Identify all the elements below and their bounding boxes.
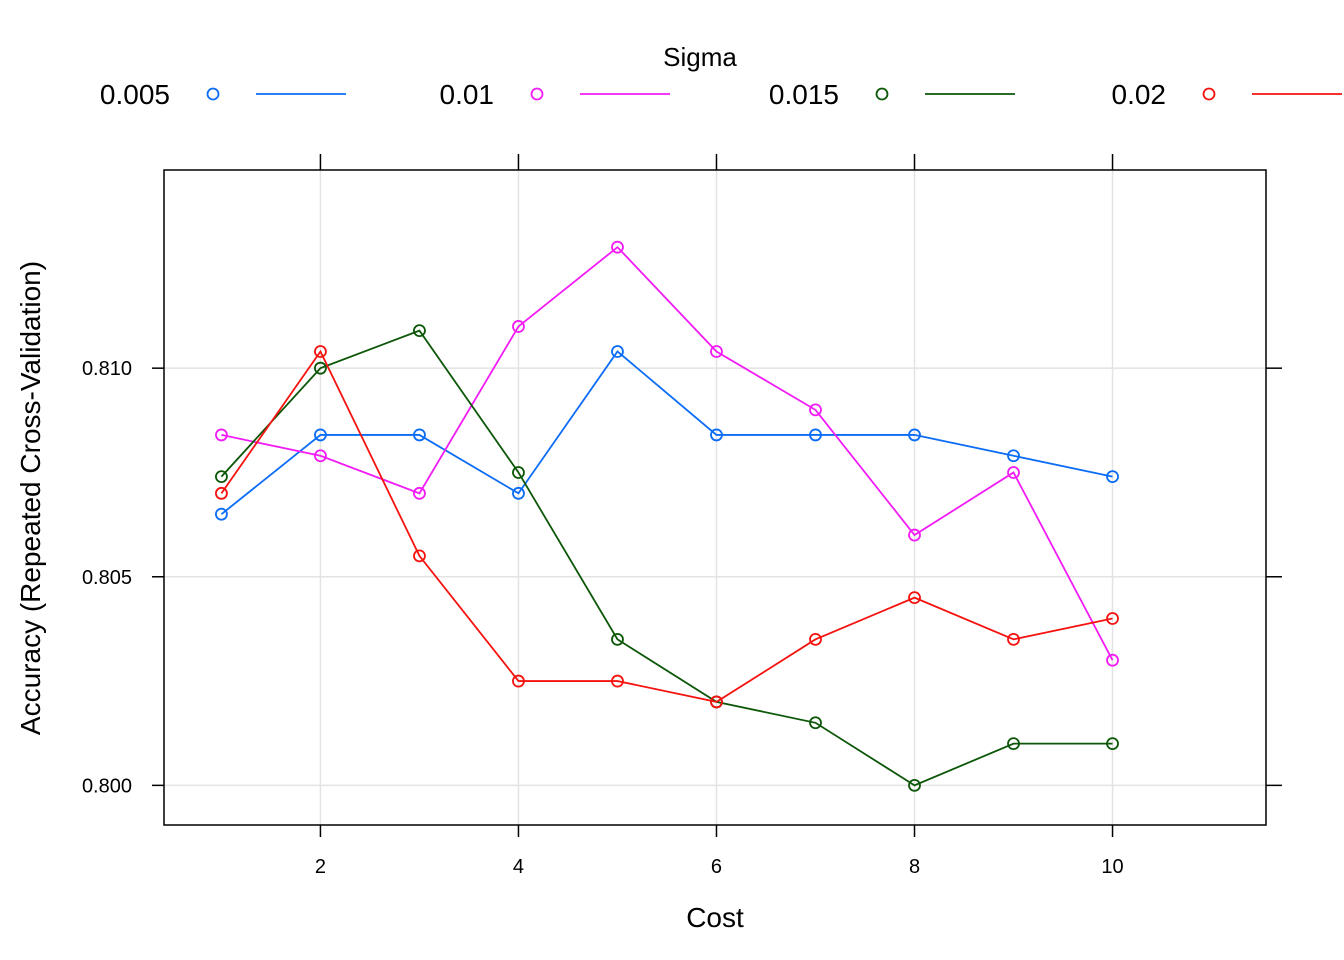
x-tick-label: 2 xyxy=(315,856,326,878)
data-point xyxy=(908,428,921,442)
series-0.005 xyxy=(215,345,1119,521)
legend-label: 0.02 xyxy=(1112,79,1167,110)
data-point xyxy=(512,320,525,333)
series-line xyxy=(220,349,1113,703)
data-point xyxy=(809,716,822,730)
y-tick-label: 0.805 xyxy=(82,567,132,589)
data-point xyxy=(1106,737,1119,751)
data-point xyxy=(1007,632,1020,646)
legend-marker xyxy=(530,87,544,101)
x-tick-label: 10 xyxy=(1101,856,1123,878)
series-0.02 xyxy=(215,345,1119,709)
legend-marker xyxy=(875,87,889,101)
data-point xyxy=(1106,653,1119,667)
data-point xyxy=(1106,612,1119,625)
series-layer xyxy=(215,240,1119,792)
gridlines xyxy=(164,170,1266,825)
data-point xyxy=(908,528,921,542)
data-point xyxy=(611,345,624,358)
data-point xyxy=(413,324,426,338)
legend-label: 0.005 xyxy=(100,79,170,110)
y-tick-label: 0.810 xyxy=(82,358,132,380)
series-0.01 xyxy=(215,240,1119,667)
data-point xyxy=(314,345,327,358)
data-point xyxy=(215,486,228,500)
data-point xyxy=(710,695,723,709)
data-point xyxy=(611,674,624,688)
data-point xyxy=(908,591,921,605)
data-point xyxy=(215,470,228,484)
legend-label: 0.01 xyxy=(440,79,495,110)
series-line xyxy=(220,329,1113,787)
legend: 0.005 0.01 0.015 0.02 xyxy=(100,79,1342,110)
data-point xyxy=(314,361,327,375)
data-point xyxy=(512,466,525,479)
x-tick-label: 8 xyxy=(909,856,920,878)
series-0.015 xyxy=(215,324,1119,792)
data-point xyxy=(215,428,228,442)
legend-marker xyxy=(1202,87,1216,101)
data-point xyxy=(1007,466,1020,479)
y-axis-title: Accuracy (Repeated Cross-Validation) xyxy=(15,261,46,735)
series-line xyxy=(220,350,1113,515)
data-point xyxy=(215,507,228,521)
data-point xyxy=(1007,737,1020,751)
data-point xyxy=(314,428,327,442)
x-tick-label: 4 xyxy=(513,856,524,878)
y-tick-label: 0.800 xyxy=(82,775,132,797)
x-tick-label: 6 xyxy=(711,856,722,878)
data-point xyxy=(512,486,525,500)
legend-item-0.01: 0.01 xyxy=(440,79,670,110)
axis-ticks: 2 4 6 8 10 0.800 0.805 0.810 xyxy=(82,154,1282,878)
legend-label: 0.015 xyxy=(769,79,839,110)
legend-item-0.015: 0.015 xyxy=(769,79,1015,110)
data-point xyxy=(413,549,426,563)
data-point xyxy=(413,486,426,500)
data-point xyxy=(710,345,723,358)
data-point xyxy=(809,403,822,417)
data-point xyxy=(413,428,426,442)
data-point xyxy=(1106,470,1119,484)
legend-item-0.02: 0.02 xyxy=(1112,79,1342,110)
data-point xyxy=(512,674,525,688)
legend-item-0.005: 0.005 xyxy=(100,79,346,110)
legend-title: Sigma xyxy=(663,42,737,72)
series-line xyxy=(221,245,1114,661)
data-point xyxy=(908,778,921,792)
data-point xyxy=(314,449,327,463)
data-point xyxy=(611,240,624,254)
data-point xyxy=(809,428,822,442)
x-axis-title: Cost xyxy=(686,902,744,933)
legend-marker xyxy=(206,87,220,101)
plot-frame xyxy=(163,169,1267,826)
data-point xyxy=(710,428,723,442)
data-point xyxy=(809,632,822,646)
data-point xyxy=(611,632,624,646)
data-point xyxy=(1007,449,1020,463)
